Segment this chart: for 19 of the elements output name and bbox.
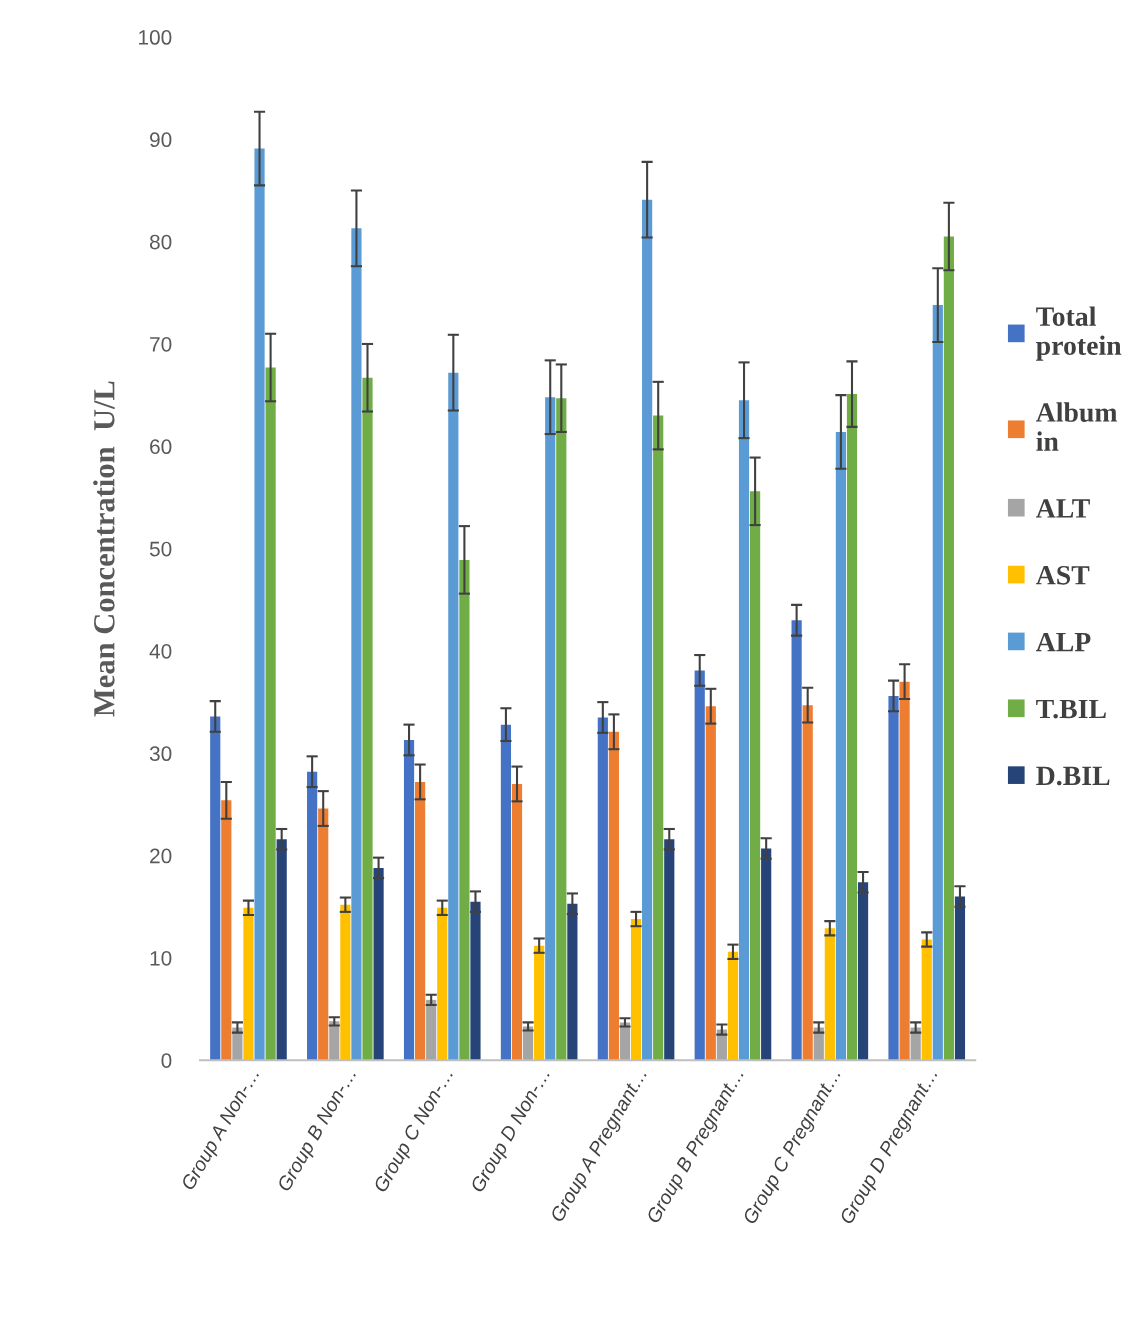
y-axis-title: Mean Concentration U/L — [93, 381, 115, 717]
y-tick-label: 80 — [149, 234, 172, 250]
legend-label: AST — [1035, 565, 1090, 585]
y-tick-label: 30 — [149, 746, 172, 762]
y-tick-label: 20 — [150, 848, 172, 864]
legend-label: D.BIL — [1036, 766, 1110, 786]
y-tick-label: 70 — [150, 336, 172, 352]
y-tick-label: 100 — [139, 30, 172, 45]
legend-label: ALP — [1035, 632, 1091, 652]
legend-label: Album in — [1035, 402, 1118, 451]
y-tick-label: 90 — [150, 132, 172, 148]
y-tick-label: 60 — [150, 439, 172, 455]
y-tick-label: 10 — [150, 950, 172, 966]
y-tick-label: 50 — [149, 541, 172, 557]
legend-label: Total protein — [1036, 306, 1122, 361]
y-tick-label: 40 — [149, 643, 172, 659]
legend-label: ALT — [1035, 499, 1090, 518]
y-tick-label: 0 — [161, 1053, 172, 1068]
legend-label: T.BIL — [1036, 699, 1106, 719]
